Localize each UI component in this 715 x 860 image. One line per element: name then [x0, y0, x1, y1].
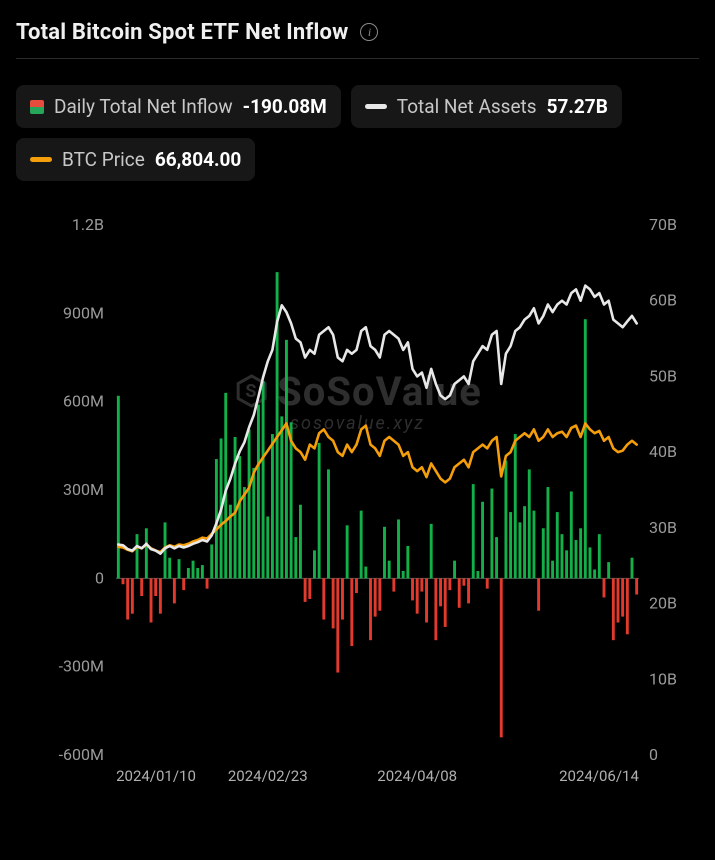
chip-label: Daily Total Net Inflow [54, 95, 233, 118]
svg-text:1.2B: 1.2B [72, 215, 104, 234]
svg-text:30B: 30B [649, 518, 677, 537]
etf-inflow-panel: Total Bitcoin Spot ETF Net Inflow i Dail… [0, 0, 715, 860]
page-title: Total Bitcoin Spot ETF Net Inflow [16, 20, 348, 45]
btc-legend-icon [30, 157, 52, 162]
title-row: Total Bitcoin Spot ETF Net Inflow i [16, 12, 699, 52]
chip-value: 57.27B [547, 95, 608, 118]
btc-price-line [118, 423, 636, 552]
bars [117, 272, 638, 737]
svg-text:70B: 70B [649, 215, 677, 234]
chart-area: S SoSoValue sosovalue.xyz -600M-300M0300… [16, 215, 699, 795]
svg-text:40B: 40B [649, 442, 677, 461]
svg-text:900M: 900M [63, 303, 104, 322]
svg-text:2024/01/10: 2024/01/10 [116, 767, 196, 785]
svg-text:600M: 600M [63, 392, 104, 411]
chip-label: BTC Price [62, 148, 145, 171]
legend-chips: Daily Total Net Inflow -190.08M Total Ne… [16, 85, 699, 181]
svg-text:2024/04/08: 2024/04/08 [377, 767, 457, 785]
svg-text:300M: 300M [63, 480, 104, 499]
chip-total-net-assets[interactable]: Total Net Assets 57.27B [351, 85, 622, 128]
svg-text:60B: 60B [649, 291, 677, 310]
svg-text:20B: 20B [649, 594, 677, 613]
chip-value: -190.08M [243, 95, 327, 118]
svg-text:2024/02/23: 2024/02/23 [228, 767, 308, 785]
svg-text:0: 0 [95, 568, 104, 587]
info-icon[interactable]: i [360, 23, 378, 41]
combo-chart-svg: -600M -300M 0 300M 600M 900M 1.2B 0 10B 20B 30B 40B… [16, 215, 699, 795]
chip-label: Total Net Assets [397, 95, 537, 118]
svg-text:-300M: -300M [59, 657, 104, 676]
chip-value: 66,804.00 [155, 148, 242, 171]
chip-btc-price[interactable]: BTC Price 66,804.00 [16, 138, 255, 181]
chip-daily-net-inflow[interactable]: Daily Total Net Inflow -190.08M [16, 85, 341, 128]
svg-text:0: 0 [649, 745, 658, 764]
svg-text:50B: 50B [649, 366, 677, 385]
divider [16, 58, 699, 59]
assets-legend-icon [365, 104, 387, 109]
net-assets-line [118, 286, 636, 554]
bar-legend-icon [30, 100, 44, 114]
svg-text:-600M: -600M [59, 745, 104, 764]
svg-text:2024/06/14: 2024/06/14 [559, 767, 639, 785]
svg-text:10B: 10B [649, 669, 677, 688]
